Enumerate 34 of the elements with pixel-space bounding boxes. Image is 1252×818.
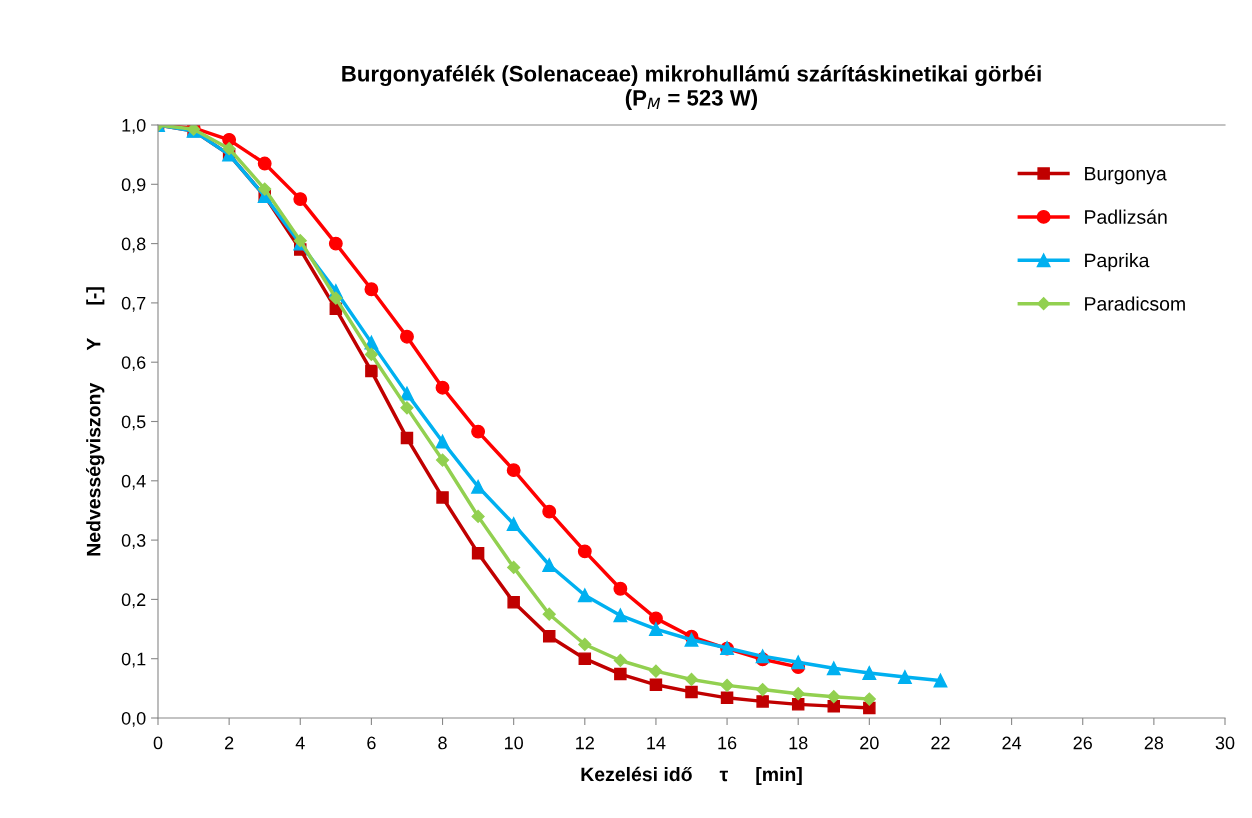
x-tick-label: 28 [1144,736,1164,750]
y-tick-label: 0,0 [121,711,146,727]
y-tick-label: 0,4 [121,474,146,490]
legend-label: Paradicsom [1085,296,1185,311]
x-axis-title: Kezelési idő τ [min] [581,766,802,786]
legend-label: Paprika [1085,253,1150,272]
chart-title: Burgonyafélék (Solenaceae) mikrohullámú szárításkinetikai görbéi (P$_{M}$ = 523 W) [342,65,1041,111]
y-tick-label: 0,5 [121,415,146,431]
x-tick-label: 2 [225,736,234,750]
x-tick-label: 12 [576,736,594,750]
legend-label: Burgonya [1085,166,1167,185]
y-axis-title: Nedvességviszony Y [-] [86,287,105,556]
x-tick-label: 18 [789,736,808,750]
x-tick-label: 8 [438,736,447,750]
x-tick-label: 24 [1002,736,1022,750]
y-tick-label: 1,0 [122,118,146,134]
x-tick-label: 26 [1073,736,1092,750]
y-tick-label: 0,3 [121,534,146,549]
x-tick-label: 10 [505,736,523,750]
legend-label: Padlizsán [1085,209,1167,224]
y-tick-label: 0,8 [121,237,146,253]
y-tick-label: 0,6 [121,356,146,372]
x-tick-label: 14 [647,736,666,750]
y-tick-label: 0,1 [121,652,146,668]
x-tick-label: 20 [860,736,879,750]
x-tick-label: 22 [931,736,950,750]
x-tick-label: 4 [295,736,305,750]
x-tick-label: 30 [1215,736,1235,750]
y-tick-label: 0,7 [121,296,146,312]
y-tick-label: 0,9 [121,178,146,194]
y-tick-label: 0,2 [121,593,146,609]
x-tick-label: 0 [153,736,163,750]
x-tick-label: 16 [718,736,737,750]
x-tick-label: 6 [367,736,376,750]
